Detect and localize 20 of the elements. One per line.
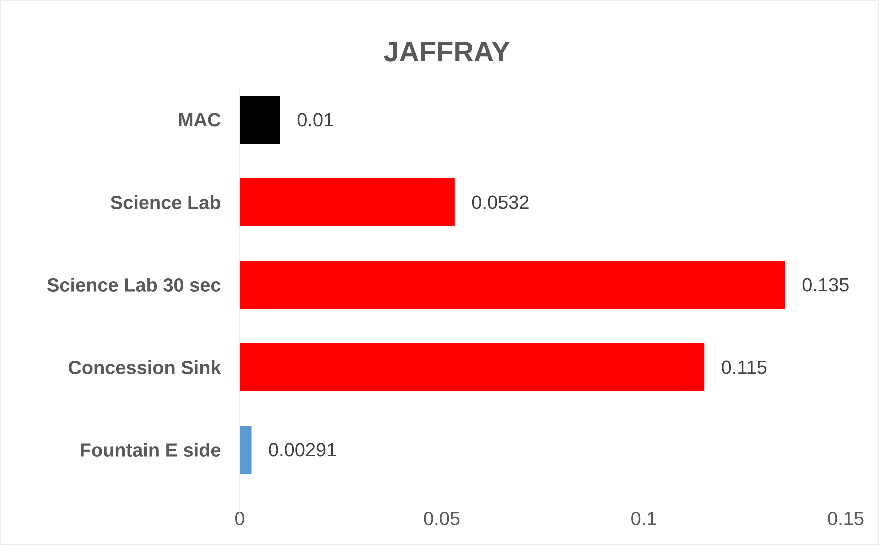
x-tick-label: 0.1 [632,512,656,526]
y-tick-label: Science Lab 30 sec [48,278,221,292]
data-label: 0.0532 [472,196,529,210]
x-tick-label: 0.05 [424,512,460,526]
data-label: 0.00291 [269,443,336,457]
y-tick-label: Fountain E side [81,443,221,457]
bar [240,261,786,310]
bar [240,178,455,227]
data-label: 0.115 [722,360,767,374]
chart-title: JAFFRAY [384,42,510,62]
y-tick-label: MAC [179,113,221,127]
y-tick-label: Concession Sink [68,360,222,374]
bar [240,426,252,474]
x-tick-label: 0.15 [828,512,864,526]
y-tick-label: Science Lab [110,196,220,210]
bar [240,96,280,144]
bar [240,344,705,392]
data-label: 0.01 [298,113,334,127]
x-tick-label: 0 [235,512,245,526]
data-label: 0.135 [802,278,849,292]
